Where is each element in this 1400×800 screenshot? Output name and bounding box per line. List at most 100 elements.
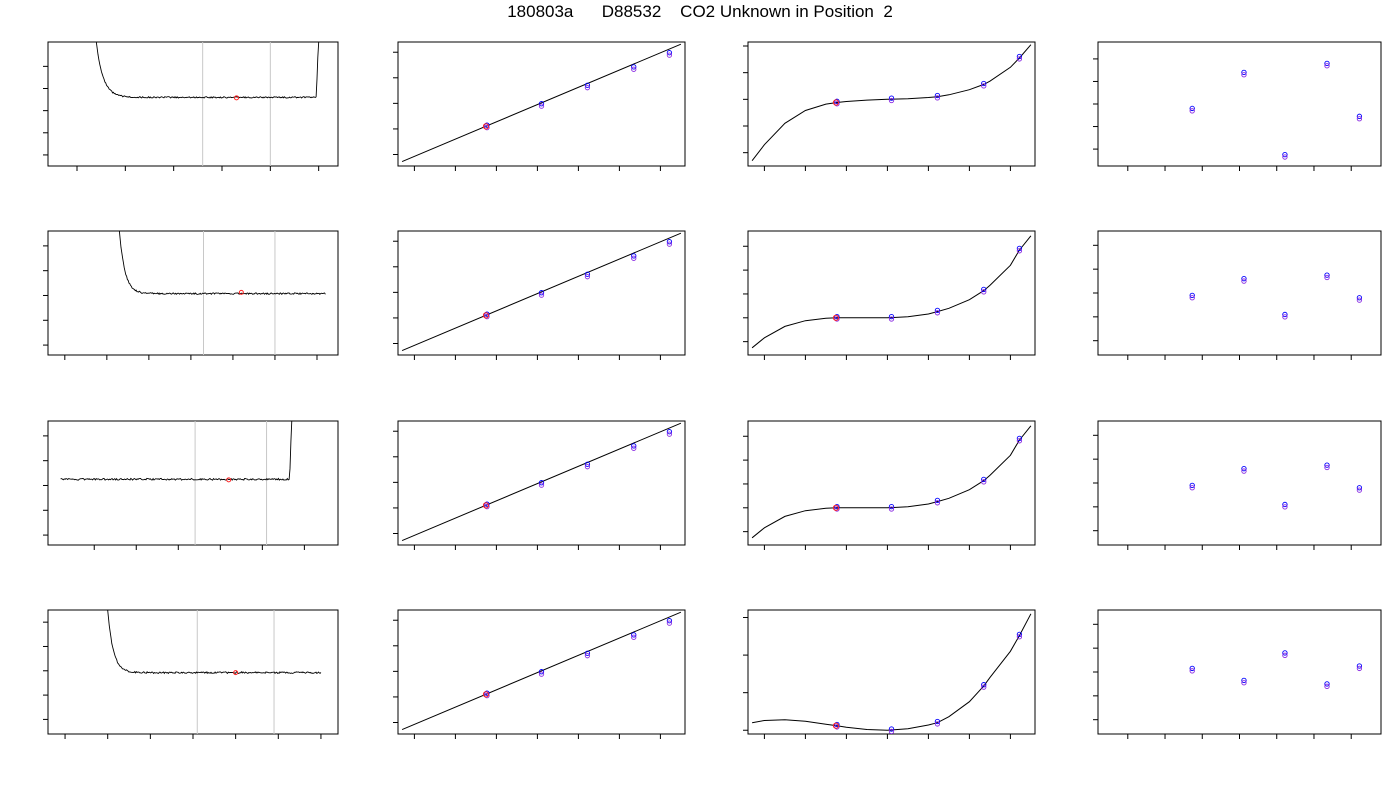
data-point-repeat bbox=[1189, 485, 1195, 491]
data-point bbox=[934, 92, 941, 99]
plot-frame bbox=[47, 41, 339, 167]
data-point bbox=[1324, 681, 1330, 687]
fit-line bbox=[401, 611, 682, 730]
plot-area bbox=[60, 421, 293, 545]
plot-frame bbox=[1097, 230, 1382, 356]
data-point bbox=[888, 95, 895, 101]
plot-frame bbox=[47, 420, 339, 546]
concentration-trace bbox=[118, 231, 326, 296]
page-title: 180803a D88532 CO2 Unknown in Position 2 bbox=[507, 2, 893, 21]
data-point-repeat bbox=[484, 124, 490, 131]
data-point bbox=[1016, 435, 1023, 442]
data-point bbox=[981, 682, 987, 688]
concentration-trace bbox=[60, 421, 293, 481]
data-point bbox=[484, 122, 490, 128]
data-point bbox=[484, 690, 490, 696]
data-point bbox=[1324, 60, 1330, 66]
data-point bbox=[1241, 677, 1247, 683]
unknown-point bbox=[832, 504, 840, 511]
data-point-repeat bbox=[834, 316, 840, 322]
chart-panel bbox=[743, 230, 1036, 360]
plot-frame bbox=[397, 420, 686, 546]
data-point bbox=[584, 82, 591, 88]
data-point bbox=[484, 501, 490, 507]
plot-area bbox=[1189, 272, 1363, 320]
data-point-repeat bbox=[981, 83, 987, 89]
chart-panel bbox=[743, 420, 1036, 550]
data-point-repeat bbox=[584, 274, 591, 280]
fit-curve bbox=[751, 235, 1032, 349]
fit-curve bbox=[752, 613, 1032, 731]
sample-marker bbox=[238, 289, 244, 295]
data-point bbox=[888, 503, 895, 510]
plot-area bbox=[751, 44, 1032, 162]
data-point-repeat bbox=[666, 431, 673, 437]
data-point-repeat bbox=[888, 506, 895, 512]
chart-panel bbox=[43, 609, 339, 739]
data-point-repeat bbox=[538, 292, 545, 298]
data-point bbox=[484, 311, 490, 317]
data-point-repeat bbox=[834, 724, 840, 730]
unknown-point bbox=[482, 312, 490, 319]
fit-line bbox=[401, 422, 682, 541]
data-point bbox=[1241, 276, 1247, 282]
data-point-repeat bbox=[666, 52, 673, 58]
data-point bbox=[934, 307, 941, 314]
data-point-repeat bbox=[1282, 154, 1288, 160]
data-point-repeat bbox=[484, 313, 490, 320]
sample-marker bbox=[233, 670, 239, 676]
unknown-point bbox=[832, 314, 840, 321]
plot-area bbox=[118, 231, 326, 355]
data-point-repeat bbox=[834, 506, 840, 512]
unknown-point bbox=[482, 691, 490, 698]
chart-panel bbox=[743, 41, 1036, 171]
data-point-repeat bbox=[631, 634, 637, 640]
concentration-trace bbox=[95, 42, 320, 99]
data-point bbox=[934, 718, 941, 725]
data-point bbox=[631, 64, 637, 70]
data-point-repeat bbox=[484, 692, 490, 699]
unknown-point bbox=[832, 99, 840, 106]
chart-panel bbox=[393, 230, 686, 360]
plot-area bbox=[401, 232, 682, 351]
data-point bbox=[1241, 69, 1247, 76]
data-point bbox=[1189, 665, 1195, 672]
data-point bbox=[1282, 650, 1288, 656]
data-point-repeat bbox=[834, 101, 840, 107]
data-point bbox=[1282, 152, 1288, 158]
fit-curve bbox=[751, 425, 1032, 539]
plot-frame bbox=[47, 230, 339, 356]
data-point-repeat bbox=[584, 85, 591, 91]
unknown-point bbox=[832, 722, 840, 729]
data-point-repeat bbox=[1241, 468, 1247, 474]
unknown-point bbox=[482, 123, 490, 130]
data-point-repeat bbox=[631, 255, 637, 261]
data-point-repeat bbox=[484, 503, 490, 510]
data-point bbox=[538, 669, 545, 675]
data-point-repeat bbox=[666, 241, 673, 247]
plot-area bbox=[751, 425, 1032, 539]
data-point-repeat bbox=[1016, 438, 1023, 444]
data-point-repeat bbox=[538, 103, 545, 109]
data-point-repeat bbox=[888, 316, 895, 322]
plot-area bbox=[751, 235, 1032, 349]
data-point bbox=[584, 271, 591, 277]
chart-panel bbox=[43, 230, 339, 360]
data-point-repeat bbox=[1356, 487, 1363, 493]
data-point-repeat bbox=[1016, 248, 1023, 254]
data-point bbox=[834, 721, 840, 728]
data-point-repeat bbox=[1016, 634, 1023, 640]
data-point bbox=[1356, 485, 1363, 491]
data-point bbox=[631, 632, 637, 638]
data-point bbox=[834, 98, 840, 104]
data-point bbox=[1189, 292, 1195, 299]
fit-line bbox=[401, 232, 682, 351]
data-point-repeat bbox=[1241, 278, 1247, 284]
data-point bbox=[538, 101, 545, 107]
data-point bbox=[1016, 245, 1023, 252]
plot-area bbox=[95, 42, 320, 166]
data-point bbox=[934, 497, 941, 504]
chart-panel bbox=[43, 420, 339, 550]
plot-frame bbox=[747, 230, 1036, 356]
plot-frame bbox=[747, 609, 1036, 735]
